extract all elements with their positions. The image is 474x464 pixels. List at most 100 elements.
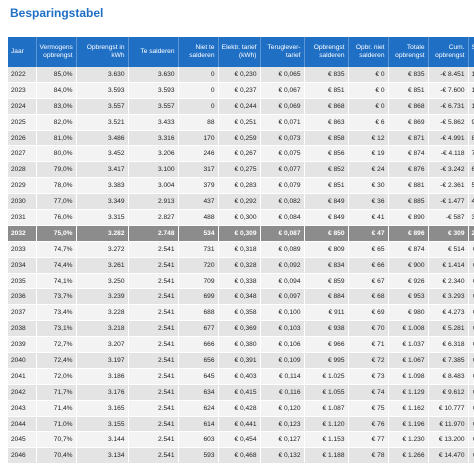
table-cell: € 0,292 — [218, 193, 261, 211]
table-cell: 0% — [468, 320, 474, 338]
table-cell: € 0,454 — [218, 431, 261, 449]
table-row: 2044 71,0% 3.155 2.541 614 € 0,441 € 0,123 € 1.… — [8, 416, 474, 433]
table-cell: 317 — [178, 161, 219, 179]
table-cell: € 10.777 — [428, 400, 469, 417]
table-cell: 3.349 — [76, 193, 129, 211]
table-cell: 100% — [468, 82, 474, 99]
table-cell: € 76 — [348, 416, 389, 433]
table-cell: 0% — [468, 288, 474, 306]
table-cell: € 0,251 — [218, 114, 261, 131]
table-cell: 2.541 — [128, 384, 179, 401]
table-cell: € 309 — [428, 225, 469, 242]
table-row: 2041 72,0% 3.186 2.541 645 € 0,403 € 0,114 € 1.… — [8, 368, 474, 385]
table-cell: 2.541 — [128, 336, 179, 354]
table-cell: € 0,358 — [218, 304, 261, 322]
table-cell: 2.541 — [128, 304, 179, 322]
table-row: 2028 79,0% 3.417 3.100 317 € 0,275 € 0,077 € 85… — [8, 161, 474, 179]
table-cell: € 0,328 — [218, 257, 261, 274]
table-cell: 624 — [178, 400, 219, 417]
table-cell: 0% — [468, 273, 474, 290]
table-cell: 0% — [468, 400, 474, 417]
table-cell: € 0,300 — [218, 209, 261, 226]
table-cell: € 0,100 — [260, 304, 305, 322]
table-cell: € 938 — [304, 320, 349, 338]
table-cell: 0 — [178, 82, 219, 99]
table-cell: 74,7% — [36, 241, 77, 258]
table-cell: € 874 — [388, 145, 429, 163]
table-cell: 3.557 — [76, 98, 129, 115]
table-cell: 72,0% — [36, 368, 77, 385]
table-cell: € 0,415 — [218, 384, 261, 401]
table-cell: € 0,428 — [218, 400, 261, 417]
table-cell: € 0,267 — [218, 145, 261, 163]
table-cell: 3.144 — [76, 431, 129, 449]
table-cell: € 36 — [348, 193, 389, 211]
table-cell: € 856 — [304, 145, 349, 163]
table-cell: 3.250 — [76, 273, 129, 290]
table-cell: € 66 — [348, 257, 389, 274]
table-row: 2029 78,0% 3.383 3.004 379 € 0,283 € 0,079 € 85… — [8, 177, 474, 195]
column-header: Opbrengst salderen — [304, 37, 349, 67]
table-cell: € 0,079 — [260, 177, 305, 195]
table-cell: € 1.120 — [304, 416, 349, 433]
table-cell: € 69 — [348, 304, 389, 322]
table-cell: € 858 — [304, 130, 349, 147]
table-cell: € 0,259 — [218, 130, 261, 147]
table-cell: 614 — [178, 416, 219, 433]
table-cell: 699 — [178, 288, 219, 306]
table-cell: € 896 — [388, 225, 429, 242]
table-cell: 2042 — [8, 384, 37, 401]
table-cell: € 835 — [304, 67, 349, 83]
table-cell: 2038 — [8, 320, 37, 338]
table-row: 2038 73,1% 3.218 2.541 677 € 0,369 € 0,103 € 93… — [8, 320, 474, 338]
table-cell: 0 — [178, 98, 219, 115]
table-cell: 2044 — [8, 416, 37, 433]
table-cell: € 0 — [348, 82, 389, 99]
table-row: 2027 80,0% 3.452 3.206 246 € 0,267 € 0,075 € 85… — [8, 145, 474, 163]
table-cell: € 881 — [388, 177, 429, 195]
table-cell: € 1.414 — [428, 257, 469, 274]
table-cell: € 871 — [388, 130, 429, 147]
table-row: 2030 77,0% 3.349 2.913 437 € 0,292 € 0,082 € 84… — [8, 193, 474, 211]
table-cell: € 0,348 — [218, 288, 261, 306]
table-cell: -€ 5.862 — [428, 114, 469, 131]
table-cell: 2.541 — [128, 431, 179, 449]
table-cell: -€ 4.118 — [428, 145, 469, 163]
table-cell: € 77 — [348, 431, 389, 449]
table-cell: € 852 — [304, 161, 349, 179]
header-row: Jaar Vermogens opbrengst Opbrengst in kWh T… — [8, 37, 474, 67]
table-cell: € 900 — [388, 257, 429, 274]
table-cell: € 0,275 — [218, 161, 261, 179]
table-cell: 3.261 — [76, 257, 129, 274]
table-cell: € 868 — [304, 98, 349, 115]
table-cell: 73,7% — [36, 288, 77, 306]
table-cell: € 71 — [348, 336, 389, 354]
table-cell: € 73 — [348, 368, 389, 385]
table-cell: 2022 — [8, 67, 37, 83]
table-cell: € 1.067 — [388, 352, 429, 369]
table-cell: 2.748 — [128, 225, 179, 242]
table-cell: 731 — [178, 241, 219, 258]
table-body: 2022 85,0% 3.630 3.630 0 € 0,230 € 0,065 € 835 €… — [8, 67, 474, 464]
table-cell: 3.004 — [128, 177, 179, 195]
table-cell: 0 — [178, 67, 219, 83]
table-row: 2045 70,7% 3.144 2.541 603 € 0,454 € 0,127 € 1.… — [8, 431, 474, 449]
table-cell: € 0,097 — [260, 288, 305, 306]
table-cell: € 874 — [388, 241, 429, 258]
column-header: Teruglever-tarief — [260, 37, 305, 67]
table-cell: € 0,309 — [218, 225, 261, 242]
table-cell: 79,0% — [36, 161, 77, 179]
table-cell: € 851 — [304, 82, 349, 99]
table-cell: 0% — [468, 352, 474, 369]
table-cell: € 0,283 — [218, 177, 261, 195]
table-cell: 71,7% — [36, 384, 77, 401]
table-cell: € 995 — [304, 352, 349, 369]
table-cell: 88 — [178, 114, 219, 131]
table-cell: € 0,075 — [260, 145, 305, 163]
table-cell: 2037 — [8, 304, 37, 322]
table-cell: 2.541 — [128, 273, 179, 290]
table-cell: 3.557 — [128, 98, 179, 115]
table-cell: € 851 — [388, 82, 429, 99]
table-cell: € 966 — [304, 336, 349, 354]
table-cell: € 514 — [428, 241, 469, 258]
